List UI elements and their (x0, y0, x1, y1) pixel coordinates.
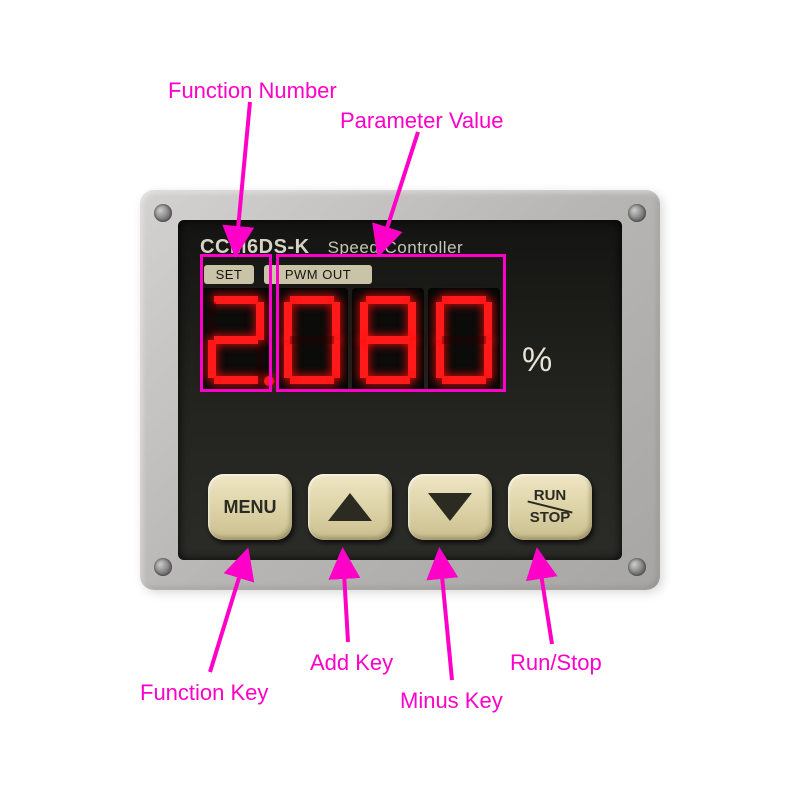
screw-icon (628, 204, 646, 222)
screw-icon (154, 204, 172, 222)
run-stop-button-label: RUN STOP (527, 488, 573, 527)
menu-button-label: MENU (224, 497, 277, 518)
triangle-up-icon (328, 493, 372, 521)
menu-button[interactable]: MENU (208, 474, 292, 540)
highlight-box (276, 254, 506, 392)
triangle-down-icon (428, 493, 472, 521)
screw-icon (154, 558, 172, 576)
callout-add-key: Add Key (310, 650, 393, 676)
run-stop-button[interactable]: RUN STOP (508, 474, 592, 540)
callout-run-stop: Run/Stop (510, 650, 602, 676)
highlight-box (200, 254, 272, 392)
down-button[interactable] (408, 474, 492, 540)
callout-function-number: Function Number (168, 78, 337, 104)
callout-minus-key: Minus Key (400, 688, 503, 714)
up-button[interactable] (308, 474, 392, 540)
screw-icon (628, 558, 646, 576)
callout-function-key: Function Key (140, 680, 268, 706)
callout-parameter-value: Parameter Value (340, 108, 503, 134)
display-unit: % (522, 341, 552, 392)
